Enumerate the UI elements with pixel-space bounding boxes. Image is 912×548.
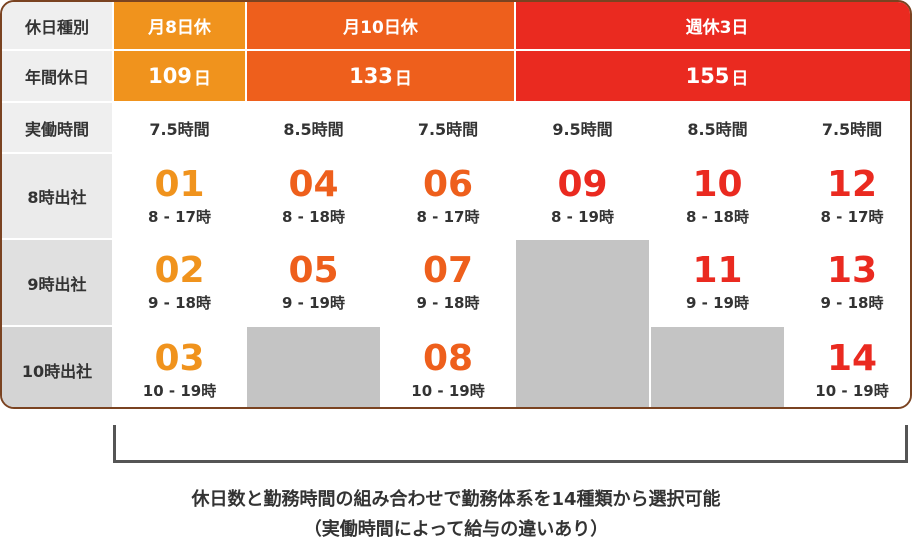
annual-days-group-2: 133 日 — [247, 51, 514, 101]
pattern-number: 13 — [826, 250, 878, 291]
unavailable-cell — [247, 327, 380, 407]
pattern-number: 14 — [826, 337, 878, 379]
pattern-time: 8 - 18時 — [282, 207, 345, 226]
work-hours-cell: 7.5時間 — [114, 103, 245, 152]
pattern-cell: 14 10 - 19時 — [786, 327, 910, 407]
pattern-cell: 01 8 - 17時 — [114, 154, 245, 238]
pattern-time: 10 - 19時 — [411, 381, 485, 400]
row-label-holiday-type: 休日種別 — [2, 2, 112, 49]
annual-days-value: 109 — [148, 64, 192, 88]
pattern-time: 9 - 18時 — [148, 294, 211, 312]
row-label-annual-holidays: 年間休日 — [2, 51, 112, 101]
annual-days-value: 133 — [349, 64, 393, 88]
pattern-number: 04 — [288, 163, 339, 205]
pattern-cell: 13 9 - 18時 — [786, 240, 910, 325]
pattern-number: 05 — [288, 250, 339, 291]
annual-days-unit: 日 — [731, 68, 749, 89]
pattern-cell: 10 8 - 18時 — [651, 154, 784, 238]
pattern-number: 12 — [826, 163, 878, 205]
caption-line-2: （実働時間によって給与の違いあり） — [303, 519, 609, 540]
pattern-time: 10 - 19時 — [815, 381, 889, 400]
pattern-time: 9 - 18時 — [820, 294, 884, 312]
pattern-number: 11 — [692, 250, 743, 291]
pattern-number: 01 — [154, 163, 205, 205]
row-label-start-10: 10時出社 — [2, 327, 112, 407]
work-hours-cell: 9.5時間 — [516, 103, 649, 152]
pattern-time: 8 - 18時 — [686, 207, 749, 226]
type-monthly-10-header: 月10日休 — [247, 2, 514, 49]
work-hours-cell: 8.5時間 — [247, 103, 380, 152]
pattern-cell: 09 8 - 19時 — [516, 154, 649, 238]
pattern-number: 03 — [154, 337, 205, 379]
pattern-cell: 08 10 - 19時 — [382, 327, 514, 407]
type-weekly-3-header: 週休3日 — [516, 2, 910, 49]
unavailable-cell — [651, 327, 784, 407]
row-label-working-hours: 実働時間 — [2, 103, 112, 152]
pattern-time: 8 - 17時 — [820, 207, 884, 226]
unavailable-cell — [516, 240, 649, 407]
work-hours-cell: 7.5時間 — [786, 103, 910, 152]
annual-days-value: 155 — [685, 64, 730, 88]
schedule-grid: 休日種別 月8日休 月10日休 週休3日 年間休日 109 日 133 日 155 日… — [2, 2, 910, 407]
annual-days-unit: 日 — [394, 68, 412, 89]
work-hours-cell: 7.5時間 — [382, 103, 514, 152]
pattern-number: 08 — [422, 337, 474, 379]
pattern-cell: 05 9 - 19時 — [247, 240, 380, 325]
annual-days-group-1: 109 日 — [114, 51, 245, 101]
row-label-start-9: 9時出社 — [2, 240, 112, 325]
pattern-time: 9 - 18時 — [416, 294, 480, 312]
pattern-time: 8 - 17時 — [416, 207, 480, 226]
annual-days-unit: 日 — [193, 68, 211, 89]
work-hours-cell: 8.5時間 — [651, 103, 784, 152]
pattern-time: 9 - 19時 — [686, 294, 749, 312]
schedule-table: 休日種別 月8日休 月10日休 週休3日 年間休日 109 日 133 日 155 日… — [0, 0, 912, 409]
summary-bracket — [113, 425, 908, 463]
annual-days-group-3: 155 日 — [516, 51, 910, 101]
pattern-cell: 12 8 - 17時 — [786, 154, 910, 238]
pattern-time: 8 - 17時 — [148, 207, 211, 226]
pattern-cell: 06 8 - 17時 — [382, 154, 514, 238]
pattern-time: 8 - 19時 — [551, 207, 614, 226]
pattern-number: 02 — [154, 250, 205, 291]
pattern-cell: 02 9 - 18時 — [114, 240, 245, 325]
pattern-number: 09 — [557, 163, 608, 205]
row-label-start-8: 8時出社 — [2, 154, 112, 238]
pattern-cell: 03 10 - 19時 — [114, 327, 245, 407]
pattern-time: 9 - 19時 — [282, 294, 345, 312]
pattern-cell: 04 8 - 18時 — [247, 154, 380, 238]
pattern-number: 06 — [422, 163, 474, 205]
pattern-number: 07 — [422, 250, 474, 291]
type-monthly-8-header: 月8日休 — [114, 2, 245, 49]
caption-line-1: 休日数と勤務時間の組み合わせで勤務体系を14種類から選択可能 — [191, 489, 721, 510]
pattern-time: 10 - 19時 — [142, 381, 217, 400]
pattern-cell: 11 9 - 19時 — [651, 240, 784, 325]
pattern-number: 10 — [692, 163, 743, 205]
pattern-cell: 07 9 - 18時 — [382, 240, 514, 325]
